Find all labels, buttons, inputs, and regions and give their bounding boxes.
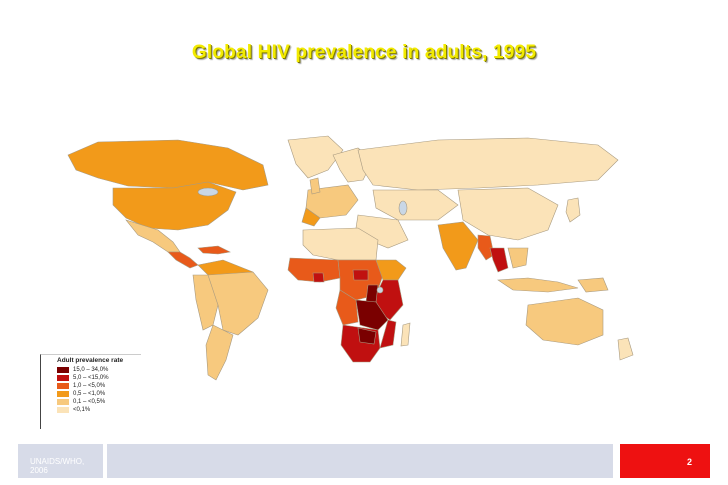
region-zambia-malawi: [355, 299, 389, 331]
legend-item: 5,0 – <15,0%: [57, 374, 141, 382]
lake-great-lakes: [197, 187, 219, 197]
region-canada: [67, 139, 269, 191]
region-indonesia: [497, 277, 579, 293]
region-new-zealand: [617, 337, 634, 361]
region-great-lakes: [365, 284, 379, 303]
legend-label: 0,1 – <0,5%: [73, 399, 106, 405]
legend-label: 1,0 – <5,0%: [73, 383, 106, 389]
footer-page-box: 2: [620, 444, 710, 478]
legend-swatch: [57, 407, 69, 413]
region-mozambique: [379, 319, 397, 349]
region-angola-drc: [335, 289, 359, 326]
lake-caspian: [398, 200, 408, 216]
region-japan: [565, 197, 581, 223]
region-central-asia: [372, 189, 459, 221]
legend-label: 5,0 – <15,0%: [73, 375, 109, 381]
region-iberia: [301, 207, 321, 227]
source-credit: UNAIDS/WHO, 2006: [30, 457, 85, 475]
legend-item: 0,1 – <0,5%: [57, 398, 141, 406]
legend-item: <0,1%: [57, 406, 141, 414]
region-cote-divoire: [312, 272, 325, 283]
legend-item: 1,0 – <5,0%: [57, 382, 141, 390]
region-car: [352, 269, 369, 281]
slide-title: Global HIV prevalence in adults, 1995: [191, 42, 537, 63]
legend-swatch: [57, 391, 69, 397]
region-southeast-asia: [507, 247, 529, 269]
legend-label: 0,5 – <1,0%: [73, 391, 106, 397]
region-uk: [309, 177, 321, 195]
legend-item: 15,0 – 34,0%: [57, 366, 141, 374]
region-china: [457, 187, 559, 241]
region-myanmar: [477, 234, 495, 261]
region-north-south-america: [197, 259, 254, 276]
world-map: [67, 135, 634, 381]
map-legend: Adult prevalence rate 15,0 – 34,0% 5,0 –…: [40, 354, 141, 429]
region-thailand-cambodia: [489, 247, 509, 273]
region-central-america: [167, 251, 199, 269]
legend-label: 15,0 – 34,0%: [73, 367, 109, 373]
footer-source-box: UNAIDS/WHO, 2006: [18, 444, 103, 478]
legend-label: <0,1%: [73, 407, 91, 413]
legend-swatch: [57, 367, 69, 373]
region-southern-cone: [205, 324, 234, 381]
region-india: [437, 221, 479, 271]
region-madagascar: [400, 322, 411, 347]
page-number: 2: [686, 457, 692, 467]
region-horn: [375, 259, 407, 281]
region-botswana-zimbabwe: [357, 327, 377, 345]
legend-swatch: [57, 383, 69, 389]
region-andes: [192, 274, 219, 331]
legend-item: 0,5 – <1,0%: [57, 390, 141, 398]
region-russia: [357, 137, 619, 191]
legend-swatch: [57, 375, 69, 381]
region-papua: [577, 277, 609, 293]
lake-victoria: [376, 286, 384, 294]
footer-bar: [107, 444, 613, 478]
region-australia: [525, 297, 604, 346]
legend-swatch: [57, 399, 69, 405]
region-caribbean: [197, 245, 231, 255]
legend-title: Adult prevalence rate: [57, 357, 124, 364]
region-greenland: [287, 135, 344, 179]
